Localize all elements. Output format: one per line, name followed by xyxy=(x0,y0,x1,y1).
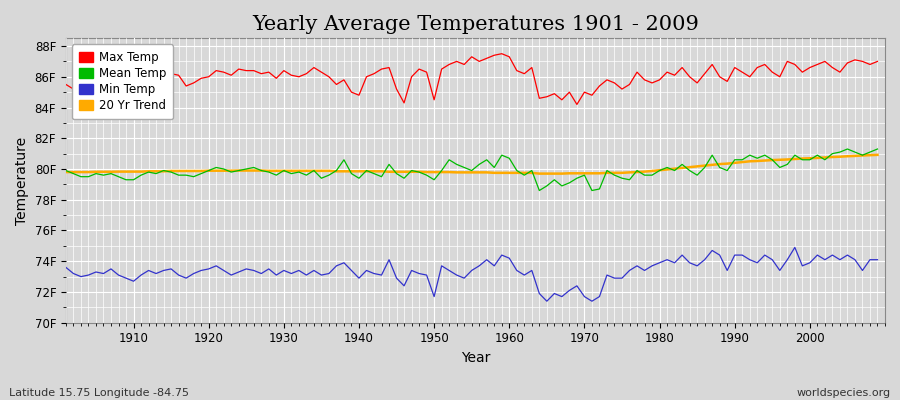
Title: Yearly Average Temperatures 1901 - 2009: Yearly Average Temperatures 1901 - 2009 xyxy=(252,15,699,34)
Legend: Max Temp, Mean Temp, Min Temp, 20 Yr Trend: Max Temp, Mean Temp, Min Temp, 20 Yr Tre… xyxy=(72,44,174,119)
X-axis label: Year: Year xyxy=(461,351,491,365)
Y-axis label: Temperature: Temperature xyxy=(15,136,29,224)
Text: worldspecies.org: worldspecies.org xyxy=(796,388,891,398)
Text: Latitude 15.75 Longitude -84.75: Latitude 15.75 Longitude -84.75 xyxy=(9,388,189,398)
